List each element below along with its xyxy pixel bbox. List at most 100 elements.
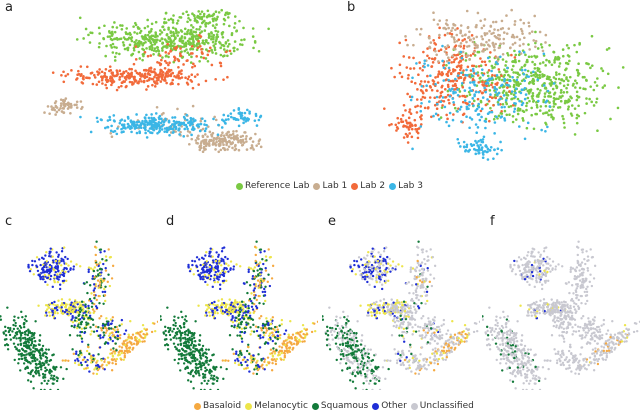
data-point [263, 360, 266, 364]
data-point [52, 267, 55, 271]
data-point [536, 87, 540, 91]
data-point [171, 123, 174, 126]
data-point [94, 259, 97, 263]
data-point [441, 64, 445, 67]
data-point [244, 360, 247, 364]
data-point [222, 279, 226, 282]
data-point [34, 344, 37, 347]
data-point [229, 112, 233, 115]
data-point [109, 69, 113, 72]
data-point [203, 270, 206, 274]
data-point [53, 280, 56, 284]
data-point [278, 345, 281, 348]
data-point [40, 368, 43, 371]
data-point [199, 45, 202, 48]
data-point [191, 86, 195, 90]
data-point [106, 125, 110, 129]
data-point [528, 48, 531, 51]
data-point [22, 325, 26, 329]
data-point [212, 261, 215, 264]
data-point [413, 81, 417, 85]
data-point [66, 312, 69, 316]
data-point [202, 145, 206, 149]
data-point [158, 29, 162, 32]
data-point [99, 314, 103, 318]
data-point [95, 306, 99, 310]
data-point [476, 113, 480, 116]
data-point [552, 105, 556, 108]
data-point [472, 50, 476, 54]
data-point [191, 66, 194, 69]
data-point [198, 16, 201, 20]
data-point [38, 334, 42, 337]
data-point [430, 57, 434, 61]
data-point [51, 255, 54, 258]
data-point [179, 39, 183, 43]
data-point [110, 46, 114, 49]
data-point [71, 348, 74, 351]
data-point [126, 338, 129, 341]
data-point [98, 32, 101, 35]
data-point [204, 366, 207, 370]
data-point [43, 379, 46, 383]
data-point [53, 101, 57, 105]
data-point [212, 33, 216, 37]
data-point [23, 321, 26, 325]
data-point [269, 255, 273, 259]
data-point [190, 342, 194, 345]
data-point [208, 314, 212, 317]
data-point [295, 337, 298, 340]
data-point [103, 360, 106, 364]
data-point [193, 17, 197, 20]
data-point [98, 68, 101, 71]
data-point [115, 26, 119, 29]
data-point [513, 80, 517, 83]
data-point [175, 120, 178, 124]
data-point [480, 43, 483, 47]
data-point [85, 313, 88, 317]
data-point [75, 106, 79, 109]
data-point [195, 55, 198, 58]
data-point [245, 117, 249, 120]
data-point [163, 28, 166, 32]
data-point [9, 326, 12, 330]
data-point [253, 119, 257, 122]
data-point [266, 280, 269, 284]
data-point [120, 84, 123, 88]
data-point [82, 317, 86, 321]
data-point [465, 9, 469, 13]
data-point [575, 113, 579, 117]
data-point [85, 281, 89, 284]
data-point [434, 82, 437, 86]
data-point [542, 112, 545, 115]
data-point [107, 273, 110, 276]
data-point [204, 280, 207, 284]
data-point [508, 79, 511, 83]
data-point [154, 82, 158, 85]
data-point [111, 42, 115, 46]
data-point [565, 86, 568, 90]
data-point [253, 276, 256, 279]
data-point [496, 93, 499, 97]
data-point [496, 100, 500, 104]
data-point [217, 255, 220, 259]
data-point [225, 140, 229, 144]
data-point [404, 119, 408, 122]
data-point [182, 362, 186, 365]
data-point [502, 37, 506, 41]
data-point [544, 87, 548, 90]
data-point [216, 265, 220, 268]
data-point [427, 56, 431, 60]
data-point [251, 277, 254, 280]
data-point [41, 349, 44, 352]
data-point [159, 63, 162, 67]
data-point [527, 75, 531, 78]
data-point [95, 116, 99, 120]
data-point [64, 74, 67, 78]
data-point [429, 74, 432, 78]
data-point [501, 102, 505, 106]
data-point [106, 280, 109, 284]
data-point [199, 277, 202, 281]
data-point [158, 114, 162, 118]
data-point [191, 350, 195, 353]
